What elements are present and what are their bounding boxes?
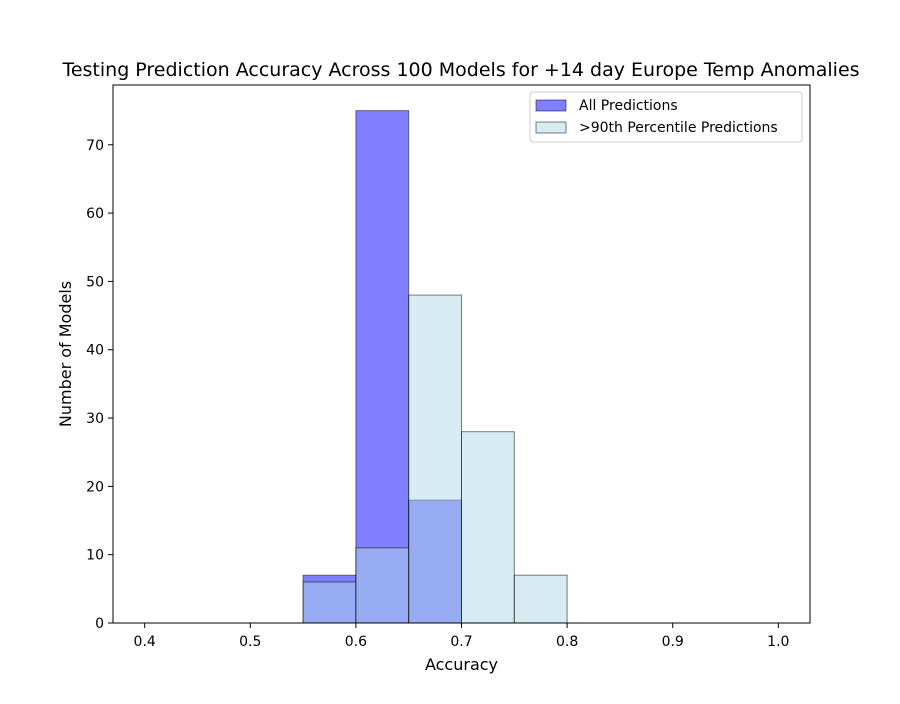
bars-layer <box>302 110 568 624</box>
x-tick-label: 0.6 <box>345 634 367 650</box>
y-tick-label: 30 <box>86 411 104 427</box>
y-tick-label: 50 <box>86 274 104 290</box>
x-tick-label: 1.0 <box>767 634 789 650</box>
legend-swatch <box>535 121 567 134</box>
y-tick-label: 10 <box>86 548 104 564</box>
y-tick-label: 40 <box>86 343 104 359</box>
y-tick-label: 70 <box>86 138 104 154</box>
y-axis-ticks: 0 10 20 30 40 50 60 70 <box>86 138 113 632</box>
legend-box <box>529 91 803 143</box>
bar-series-2-bin-4 <box>461 431 515 624</box>
bar-series-2-bin-1 <box>302 581 357 624</box>
bar-series-2-bin-2 <box>355 547 410 624</box>
x-tick-label: 0.7 <box>450 634 472 650</box>
legend-label: All Predictions <box>579 98 678 114</box>
legend: All Predictions >90th Percentile Predicti… <box>529 91 803 143</box>
bar-series-2-bin-3 <box>408 294 462 624</box>
x-axis-label: Accuracy <box>425 655 498 674</box>
x-axis-ticks: 0.4 0.5 0.6 0.7 0.8 0.9 1.0 <box>134 623 789 650</box>
legend-swatch <box>535 99 567 112</box>
bar-series-1-bin-2 <box>355 110 410 624</box>
y-axis-label: Number of Models <box>56 281 75 427</box>
y-tick-label: 0 <box>95 616 104 632</box>
y-tick-label: 60 <box>86 206 104 222</box>
bar-series-2-bin-5 <box>513 574 568 624</box>
x-tick-label: 0.9 <box>662 634 684 650</box>
chart-title: Testing Prediction Accuracy Across 100 M… <box>61 59 859 81</box>
x-tick-label: 0.4 <box>134 634 156 650</box>
legend-label: >90th Percentile Predictions <box>579 120 778 136</box>
x-tick-label: 0.8 <box>556 634 578 650</box>
x-tick-label: 0.5 <box>239 634 261 650</box>
y-tick-label: 20 <box>86 479 104 495</box>
